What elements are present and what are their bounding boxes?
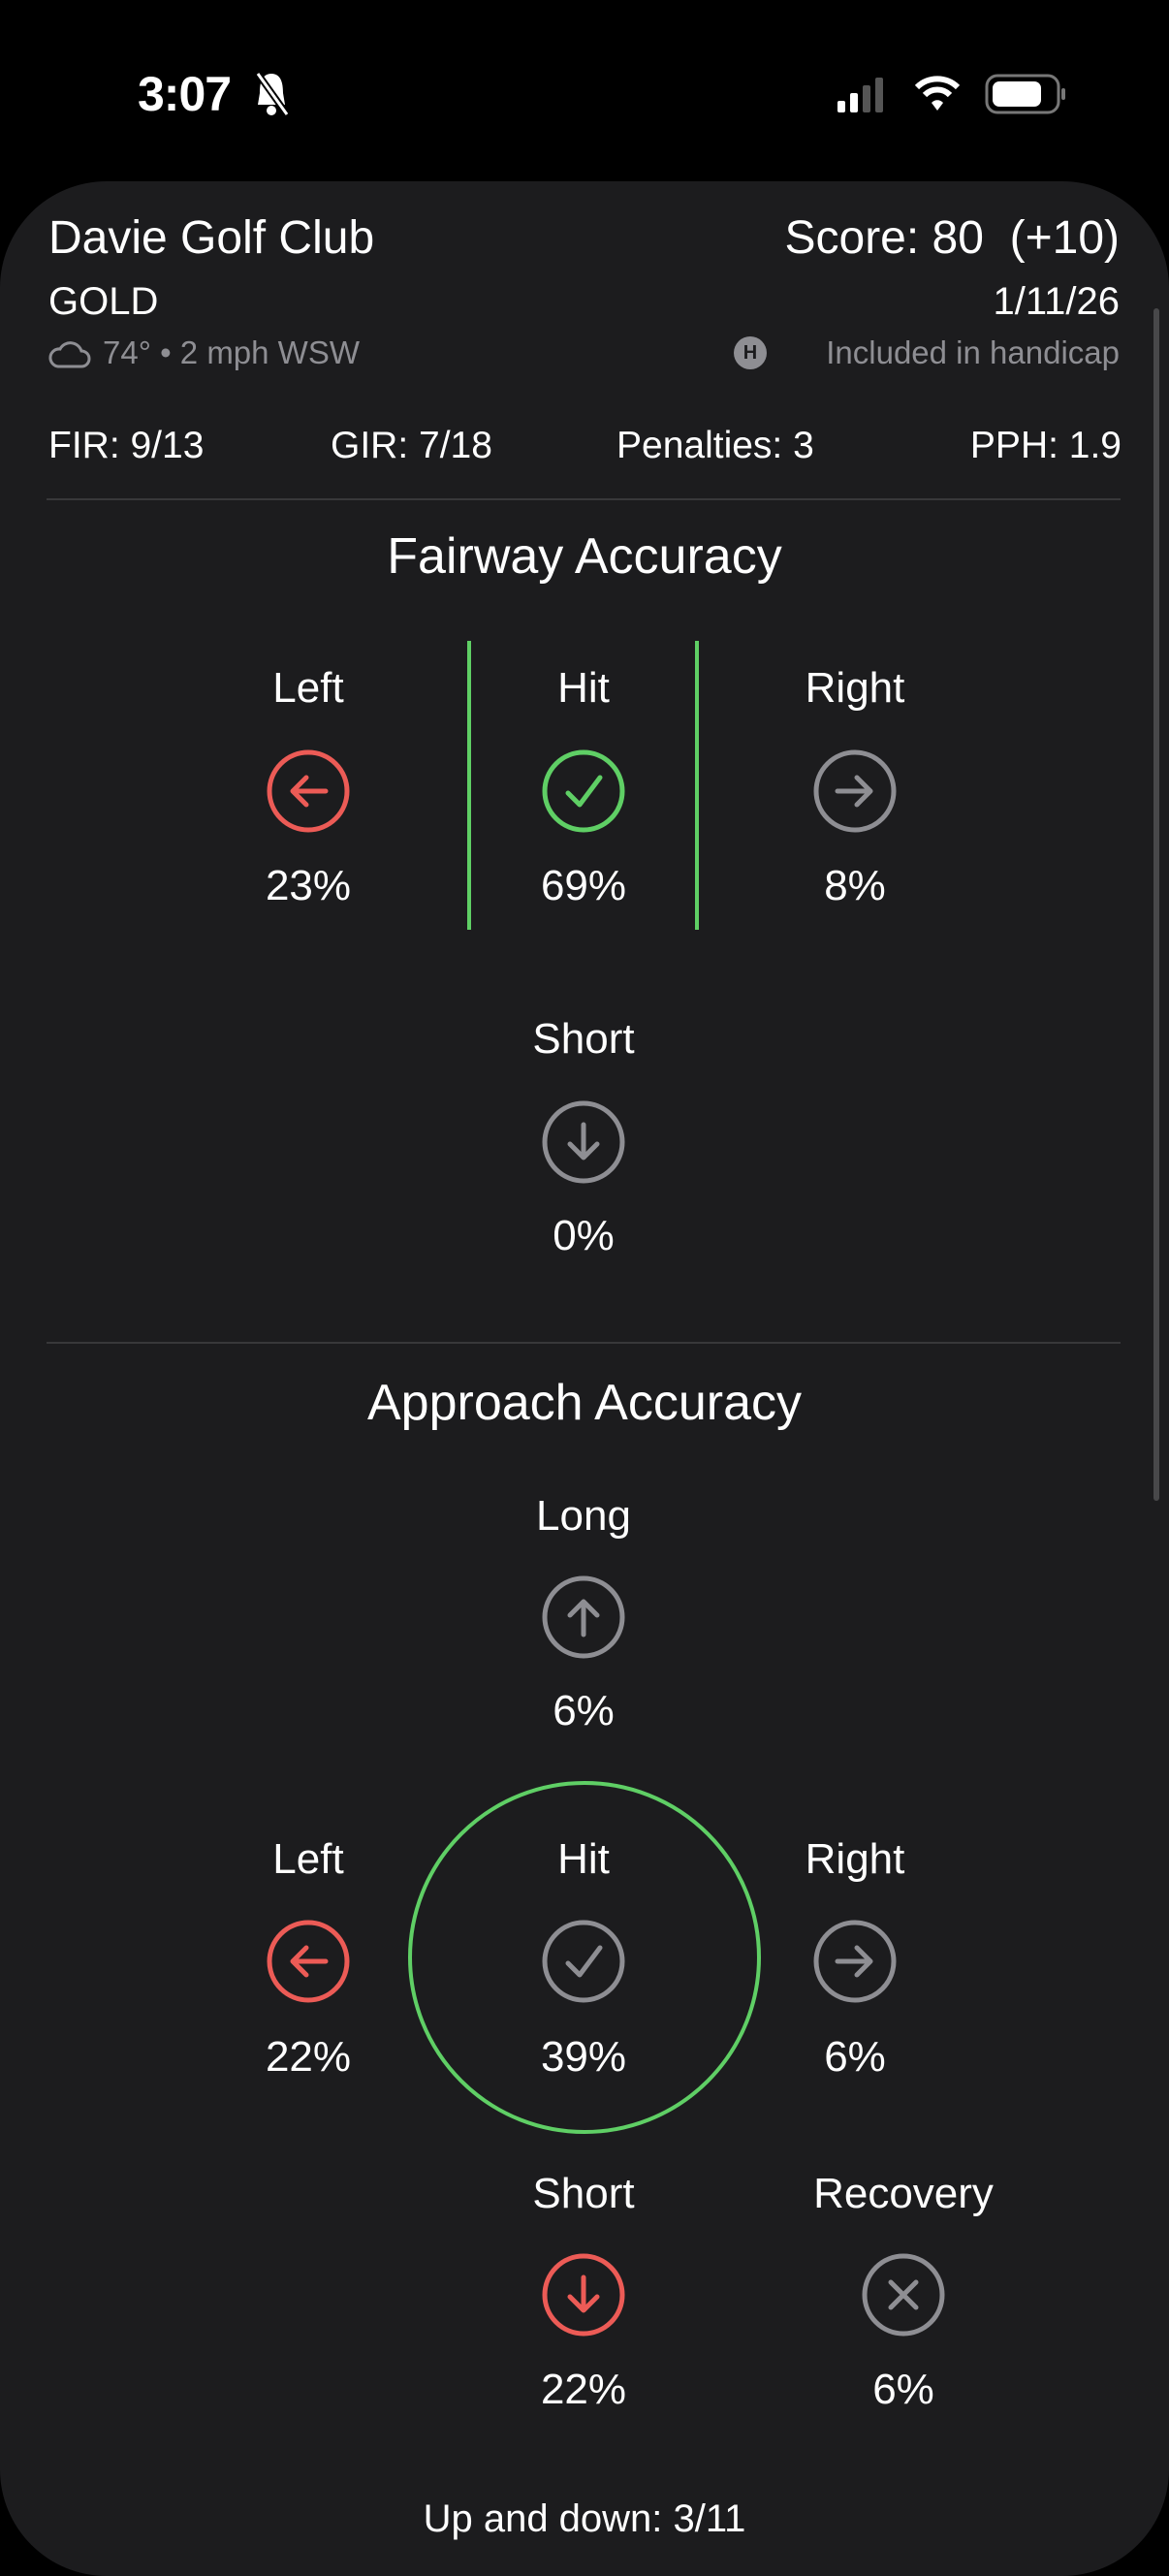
- stat-penalties: Penalties: 3: [616, 425, 814, 466]
- stat-pph: PPH: 1.9: [969, 425, 1122, 466]
- arrow-up-icon: [542, 1575, 625, 1659]
- stat-gir: GIR: 7/18: [331, 425, 492, 466]
- approach-short-percent: 22%: [540, 2366, 627, 2413]
- handicap-badge-icon: H: [734, 336, 767, 369]
- approach-left-percent: 22%: [265, 2033, 352, 2081]
- checkmark-icon: [542, 1920, 625, 2003]
- approach-title: Approach Accuracy: [366, 1375, 803, 1431]
- fairway-hit-label: Hit: [557, 664, 610, 712]
- approach-long-label: Long: [536, 1492, 631, 1540]
- checkmark-icon: [542, 749, 625, 833]
- tee-name: GOLD: [48, 280, 159, 323]
- round-summary-card: [0, 181, 1169, 2576]
- divider: [47, 1342, 1121, 1344]
- green-target-circle: [408, 1781, 761, 2134]
- handicap-status: Included in handicap: [826, 334, 1120, 370]
- arrow-left-icon: [267, 749, 350, 833]
- fairway-title: Fairway Accuracy: [387, 528, 782, 585]
- fairway-hit-percent: 69%: [540, 862, 627, 909]
- approach-right-percent: 6%: [824, 2033, 886, 2081]
- approach-recovery-label: Recovery: [813, 2170, 994, 2217]
- round-date: 1/11/26: [993, 280, 1121, 323]
- battery-icon: [985, 74, 1065, 114]
- arrow-right-icon: [813, 1920, 897, 2003]
- approach-recovery-percent: 6%: [872, 2366, 934, 2413]
- weather: 74° • 2 mph WSW: [103, 334, 360, 370]
- stat-fir: FIR: 9/13: [48, 425, 205, 466]
- fairway-right-label: Right: [805, 664, 905, 712]
- fairway-short-label: Short: [532, 1015, 635, 1063]
- fairway-left-percent: 23%: [265, 862, 352, 909]
- wifi-icon: [915, 76, 960, 111]
- hit-zone-left-line: [467, 641, 471, 930]
- arrow-right-icon: [813, 749, 897, 833]
- divider: [47, 498, 1121, 500]
- arrow-down-icon: [542, 1100, 625, 1184]
- up-and-down: Up and down: 3/11: [423, 2497, 746, 2540]
- fairway-short-percent: 0%: [553, 1212, 615, 1259]
- fairway-right-percent: 8%: [824, 862, 886, 909]
- approach-hit-label: Hit: [557, 1835, 610, 1883]
- status-time: 3:07: [138, 67, 232, 121]
- arrow-down-icon: [542, 2253, 625, 2337]
- approach-right-label: Right: [805, 1835, 905, 1883]
- approach-hit-percent: 39%: [540, 2033, 627, 2081]
- fairway-left-label: Left: [272, 664, 344, 712]
- score: Score: 80 (+10): [784, 212, 1120, 264]
- bell-slash-icon: [255, 71, 289, 117]
- arrow-left-icon: [267, 1920, 350, 2003]
- approach-left-label: Left: [272, 1835, 344, 1883]
- cloud-icon: [48, 341, 91, 368]
- approach-short-label: Short: [532, 2170, 635, 2217]
- x-icon: [862, 2253, 945, 2337]
- cellular-signal-icon: [837, 78, 883, 112]
- scrollbar[interactable]: [1153, 308, 1159, 1501]
- course-name: Davie Golf Club: [48, 212, 375, 264]
- approach-long-percent: 6%: [553, 1687, 615, 1734]
- hit-zone-right-line: [695, 641, 699, 930]
